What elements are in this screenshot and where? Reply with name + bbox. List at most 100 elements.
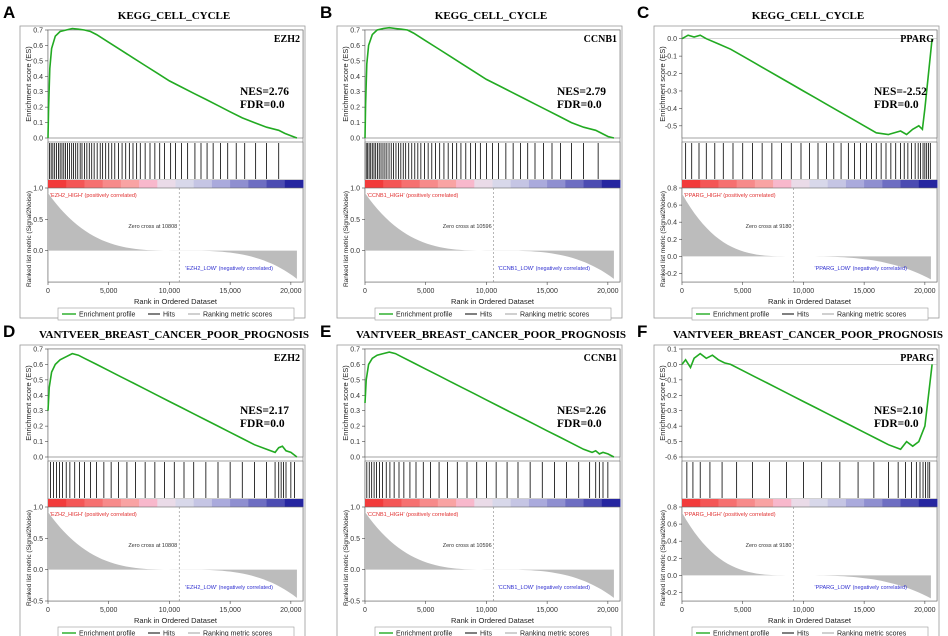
rank-color-segment xyxy=(492,499,512,507)
panel-E: E VANTVEER_BREAST_CANCER_POOR_PROGNOSIS 0.… xyxy=(320,322,626,636)
zero-cross-label: Zero cross at 10596 xyxy=(443,224,492,230)
rank-color-segment xyxy=(248,180,268,188)
xtick-label: 5,000 xyxy=(100,607,118,614)
ranked-metric-area xyxy=(682,193,931,280)
rank-color-segment xyxy=(365,499,384,507)
xtick-label: 10,000 xyxy=(793,288,815,295)
panel-F: F VANTVEER_BREAST_CANCER_POOR_PROGNOSIS 0.… xyxy=(637,322,943,636)
rank-color-segment xyxy=(66,180,85,188)
rank-color-segment xyxy=(248,499,268,507)
es-ytick-label: 0.7 xyxy=(33,347,43,354)
rank-color-segment xyxy=(827,180,847,188)
rank-color-segment xyxy=(510,180,530,188)
rank-color-segment xyxy=(284,499,304,507)
es-ytick-label: 0.5 xyxy=(33,58,43,65)
fdr-value: FDR=0.0 xyxy=(557,418,602,430)
es-ytick-label: 0.4 xyxy=(33,393,43,400)
negative-correlation-label: 'CCNB1_LOW' (negatively correlated) xyxy=(498,266,590,272)
es-ytick-label: 0.1 xyxy=(350,120,360,127)
xtick-label: 20,000 xyxy=(914,288,936,295)
es-ytick-label: 0.1 xyxy=(33,120,43,127)
rank-color-segment xyxy=(120,499,140,507)
ranked-ytick-label: -0.5 xyxy=(348,599,360,606)
legend-hits-label: Hits xyxy=(163,631,176,636)
x-axis-label: Rank in Ordered Dataset xyxy=(134,297,218,306)
panel-title: KEGG_CELL_CYCLE xyxy=(118,10,230,22)
legend-hits-label: Hits xyxy=(163,312,176,319)
xtick-label: 20,000 xyxy=(914,607,936,614)
legend-box xyxy=(374,307,612,321)
panel-frame xyxy=(19,344,306,636)
panel-title: KEGG_CELL_CYCLE xyxy=(435,10,547,22)
ranked-ylabel: Ranked list metric (Signal2Noise) xyxy=(26,191,33,287)
ranked-ytick-label: 0.0 xyxy=(350,248,360,255)
xtick-label: 20,000 xyxy=(597,288,619,295)
ranked-ytick-label: 0.0 xyxy=(33,248,43,255)
ranked-ytick-label: 0.8 xyxy=(667,186,677,193)
nes-value: NES=2.17 xyxy=(240,405,289,417)
gene-label: EZH2 xyxy=(274,353,300,364)
xtick-label: 10,000 xyxy=(159,607,181,614)
rank-color-segment xyxy=(583,499,603,507)
gene-label: CCNB1 xyxy=(584,34,617,45)
rank-color-segment xyxy=(700,499,719,507)
rank-color-segment xyxy=(882,499,902,507)
xtick-label: 10,000 xyxy=(476,288,498,295)
es-ylabel: Enrichment score (ES) xyxy=(341,46,350,122)
rank-color-segment xyxy=(528,180,548,188)
es-ytick-label: 0.5 xyxy=(350,58,360,65)
es-curve xyxy=(364,351,615,458)
es-ylabel: Enrichment score (ES) xyxy=(24,46,33,122)
es-curve xyxy=(47,27,298,139)
es-plot-area xyxy=(681,29,938,139)
rank-color-segment xyxy=(84,180,104,188)
rank-color-segment xyxy=(383,499,402,507)
rank-color-segment xyxy=(754,180,774,188)
rank-color-segment xyxy=(754,499,774,507)
ranked-ylabel: Ranked list metric (Signal2Noise) xyxy=(660,191,667,287)
xtick-label: 10,000 xyxy=(793,607,815,614)
ranked-metric-area xyxy=(682,512,931,599)
rank-color-segment xyxy=(565,499,585,507)
ranked-ytick-label: 0.5 xyxy=(33,217,43,224)
ranked-ytick-label: 1.0 xyxy=(350,505,360,512)
rank-color-segment xyxy=(139,499,158,507)
panel-title: VANTVEER_BREAST_CANCER_POOR_PROGNOSIS xyxy=(673,329,943,341)
es-ytick-label: 0.4 xyxy=(350,74,360,81)
ranked-ytick-label: 0.5 xyxy=(350,217,360,224)
xtick-label: 15,000 xyxy=(853,288,875,295)
rank-color-segment xyxy=(736,499,756,507)
xtick-label: 15,000 xyxy=(219,288,241,295)
es-ytick-label: -0.4 xyxy=(665,424,677,431)
es-curve xyxy=(681,352,933,451)
xtick-label: 0 xyxy=(363,607,367,614)
negative-correlation-label: 'CCNB1_LOW' (negatively correlated) xyxy=(498,585,590,591)
rank-color-segment xyxy=(583,180,603,188)
panel-letter: E xyxy=(320,322,331,341)
xtick-label: 5,000 xyxy=(734,607,752,614)
es-ytick-label: -0.3 xyxy=(665,88,677,95)
legend-enrichment-label: Enrichment profile xyxy=(396,631,453,636)
es-ytick-label: 0.0 xyxy=(350,136,360,143)
es-ytick-label: 0.6 xyxy=(33,362,43,369)
gene-label: CCNB1 xyxy=(584,353,617,364)
positive-correlation-label: 'EZH2_HIGH' (positively correlated) xyxy=(50,193,137,199)
es-ytick-label: -0.1 xyxy=(665,54,677,61)
es-plot-area xyxy=(47,348,304,458)
rank-color-segment xyxy=(456,180,475,188)
panel-letter: B xyxy=(320,3,332,22)
xtick-label: 0 xyxy=(363,288,367,295)
xtick-label: 15,000 xyxy=(219,607,241,614)
zero-cross-label: Zero cross at 9180 xyxy=(746,543,792,549)
nes-value: NES=-2.52 xyxy=(874,86,927,98)
es-curve xyxy=(364,26,615,139)
rank-color-segment xyxy=(682,499,701,507)
es-ytick-label: 0.7 xyxy=(33,28,43,35)
panel-letter: C xyxy=(637,3,649,22)
ranked-ytick-label: 0.2 xyxy=(667,237,677,244)
es-ytick-label: 0.6 xyxy=(350,43,360,50)
rank-color-segment xyxy=(284,180,304,188)
rank-color-segment xyxy=(139,180,158,188)
es-ytick-label: 0.3 xyxy=(350,89,360,96)
